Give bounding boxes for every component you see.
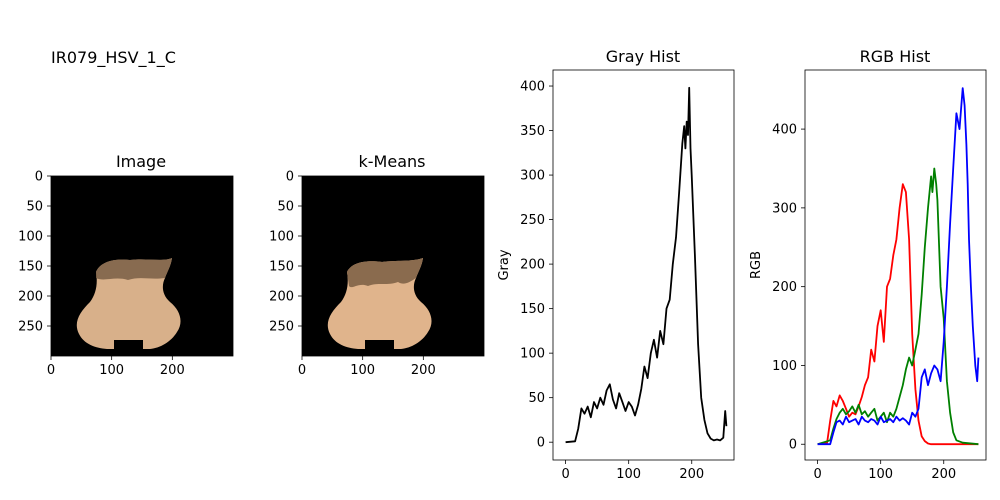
figure-title: IR079_HSV_1_C — [51, 48, 176, 67]
gray-hist-plot-area — [565, 86, 728, 444]
gray-x-tick-label: 100 — [616, 467, 641, 482]
rgb-hist-ylabel: RGB — [749, 251, 764, 279]
kmeans-panel-title: k-Means — [359, 152, 426, 171]
gray-x-tick-label: 200 — [679, 467, 704, 482]
gray-hist-title: Gray Hist — [606, 47, 680, 66]
gray-y-tick-label: 0 — [537, 436, 545, 451]
image-y-tick-label: 0 — [35, 170, 43, 185]
gray-y-tick-label: 250 — [520, 213, 545, 228]
gray-y-tick-label: 350 — [520, 124, 545, 139]
rgb-y-tick-label: 0 — [789, 438, 797, 453]
rgb-hist-frame — [804, 69, 987, 461]
rgb-y-tick-label: 200 — [772, 280, 797, 295]
rgb-hist-chart: RGB Hist RGB 0 100 200 0 100 200 300 400 — [749, 47, 987, 482]
rgb-x-tick-label: 0 — [813, 467, 821, 482]
rgb-hist-title: RGB Hist — [860, 47, 931, 66]
image-panel: Image 0 100 200 0 50 100 150 200 250 — [18, 152, 234, 378]
rgb-hist-axes: 0 100 200 0 100 200 300 400 — [772, 123, 956, 482]
image-y-tick-label: 250 — [18, 320, 43, 335]
kmeans-cluster-dark — [347, 258, 423, 288]
kmeans-y-tick-label: 100 — [269, 230, 294, 245]
rgb-y-tick-label: 100 — [772, 359, 797, 374]
gray-y-tick-label: 200 — [520, 258, 545, 273]
rgb-series-line-1 — [817, 167, 979, 446]
vase-shape — [76, 258, 181, 349]
gray-y-tick-label: 100 — [520, 347, 545, 362]
vase-neck-shadow — [96, 258, 172, 280]
image-panel-title: Image — [116, 152, 166, 171]
image-x-tick-label: 200 — [160, 363, 185, 378]
kmeans-x-tick-label: 200 — [411, 363, 436, 378]
gray-y-tick-label: 150 — [520, 302, 545, 317]
image-y-tick-label: 100 — [18, 230, 43, 245]
gray-hist-chart: Gray Hist Gray 0 100 200 0 50 100 150 200 250 300… — [497, 47, 735, 482]
image-y-tick-label: 150 — [18, 260, 43, 275]
gray-hist-frame — [552, 69, 735, 461]
kmeans-x-tick-label: 0 — [298, 363, 306, 378]
image-y-tick-label: 200 — [18, 290, 43, 305]
rgb-y-tick-label: 400 — [772, 123, 797, 138]
rgb-hist-plot-area — [817, 87, 980, 446]
kmeans-y-tick-label: 250 — [269, 320, 294, 335]
rgb-series-line-2 — [817, 87, 980, 446]
kmeans-x-tick-label: 100 — [350, 363, 375, 378]
rgb-y-tick-label: 300 — [772, 201, 797, 216]
kmeans-panel: k-Means 0 100 200 0 50 100 150 200 250 — [269, 152, 485, 378]
gray-y-tick-label: 300 — [520, 169, 545, 184]
gray-y-tick-label: 400 — [520, 80, 545, 95]
kmeans-y-tick-label: 150 — [269, 260, 294, 275]
kmeans-y-tick-label: 50 — [277, 200, 294, 215]
image-y-axis: 0 50 100 150 200 250 — [18, 170, 51, 335]
kmeans-x-axis: 0 100 200 — [298, 356, 436, 378]
image-y-tick-label: 50 — [26, 200, 43, 215]
kmeans-y-axis: 0 50 100 150 200 250 — [269, 170, 302, 335]
gray-y-tick-label: 50 — [528, 391, 545, 406]
kmeans-y-tick-label: 0 — [286, 170, 294, 185]
rgb-series-line-0 — [817, 183, 979, 446]
rgb-x-tick-label: 100 — [868, 467, 893, 482]
rgb-x-tick-label: 200 — [931, 467, 956, 482]
gray-hist-ylabel: Gray — [497, 249, 512, 280]
gray-hist-axes: 0 100 200 0 50 100 150 200 250 300 350 400 — [520, 80, 704, 482]
image-x-tick-label: 100 — [99, 363, 124, 378]
gray-x-tick-label: 0 — [561, 467, 569, 482]
gray-series-line-0 — [565, 86, 728, 444]
image-x-axis: 0 100 200 — [47, 356, 185, 378]
image-x-tick-label: 0 — [47, 363, 55, 378]
kmeans-y-tick-label: 200 — [269, 290, 294, 305]
